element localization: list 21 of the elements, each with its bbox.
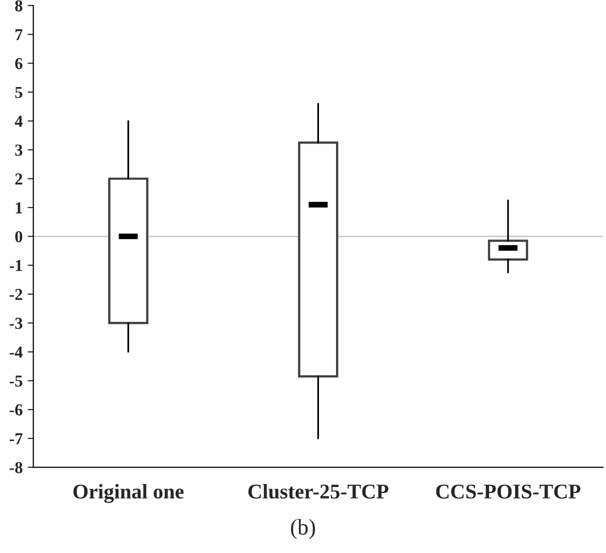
y-tick-label: -5 <box>10 376 22 387</box>
y-tick-label: 6 <box>15 58 22 70</box>
y-tick-label: 7 <box>16 29 23 40</box>
y-tick-label: 0 <box>15 231 22 242</box>
y-tick-label: -6 <box>10 404 22 416</box>
y-tick-label: -2 <box>10 288 22 300</box>
y-tick-label: -3 <box>10 318 22 329</box>
y-tick-label: 1 <box>16 202 22 214</box>
x-tick-label: Original one <box>73 484 184 504</box>
y-tick-label: 4 <box>14 116 23 127</box>
y-tick-label: 8 <box>15 0 22 12</box>
y-tick-label: -4 <box>10 346 23 358</box>
text: (b) <box>291 519 315 540</box>
y-tick-label: -8 <box>10 462 22 474</box>
x-tick-label: CCS-POIS-TCP <box>436 484 580 499</box>
y-tick-label: -1 <box>10 260 22 272</box>
y-tick-label: -7 <box>10 433 23 444</box>
y-tick-label: 5 <box>15 86 22 98</box>
x-tick-label: Cluster-25-TCP <box>248 484 388 499</box>
y-tick-label: 3 <box>15 144 22 156</box>
y-tick-label: 2 <box>15 173 22 184</box>
